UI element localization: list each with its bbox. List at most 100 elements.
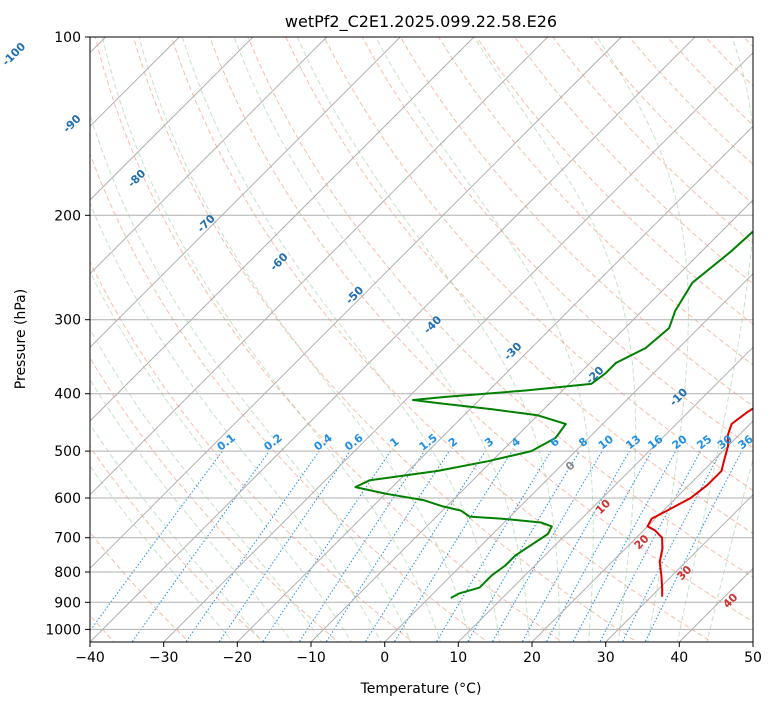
- mixing-ratio-line: [325, 450, 450, 642]
- dry-adiabat-line: [323, 37, 753, 491]
- mixing-ratio-label: 4: [509, 435, 523, 450]
- mixing-ratio-line: [466, 450, 580, 642]
- dry-adiabat-line: [743, 37, 753, 48]
- dry-adiabat-label: -100: [0, 40, 28, 69]
- y-tick-label: 400: [54, 387, 81, 403]
- isotherm-line: [90, 37, 696, 642]
- y-tick-label: 100: [54, 30, 81, 46]
- moist-adiabat-line: [676, 37, 753, 642]
- temperature-line: [646, 407, 753, 597]
- dry-adiabat-label: -90: [60, 112, 83, 135]
- dewpoint-line: [354, 230, 753, 599]
- x-tick-label: 20: [523, 650, 541, 666]
- dry-adiabat-label: -30: [501, 339, 524, 362]
- grid-lines: [90, 37, 753, 642]
- y-tick-label: 600: [54, 491, 81, 507]
- mixing-ratio-label: 0.4: [311, 431, 335, 453]
- isotherm-line: [605, 493, 753, 642]
- mixing-ratio-line: [131, 450, 270, 642]
- mixing-ratio-line: [90, 450, 223, 632]
- mixing-ratio-label: 0.1: [215, 431, 238, 453]
- isotherm-line: [678, 567, 753, 642]
- line-labels: 0.1 0.2 0.4 0.6 1 1.5 2 3 4 6 8 10 13 16 20 25 30 36-100-…: [0, 40, 756, 611]
- y-tick-label: 800: [54, 565, 81, 581]
- dry-adiabat-line: [90, 356, 339, 642]
- y-tick-label: 700: [54, 531, 81, 547]
- dry-adiabat-line: [704, 37, 753, 87]
- moist-adiabat-line: [233, 37, 530, 642]
- moist-adiabat-label: 10: [593, 497, 613, 517]
- isotherm-line: [752, 641, 753, 642]
- mixing-ratio-line: [491, 450, 603, 642]
- isotherm-line: [90, 37, 622, 570]
- mixing-ratio-label: 30: [715, 432, 735, 452]
- x-tick-label: −10: [296, 650, 326, 666]
- moist-adiabat-line: [90, 465, 234, 642]
- y-tick-label: 1000: [45, 622, 81, 638]
- moist-adiabat-line: [90, 378, 293, 642]
- dry-adiabat-line: [361, 37, 753, 449]
- x-axis: −40 −30 −20 −10 0 10 20 30 40 50: [75, 642, 762, 666]
- mixing-ratio-line: [599, 450, 701, 642]
- mixing-ratio-line: [218, 450, 351, 642]
- isotherm-line: [457, 346, 753, 642]
- y-axis-label: Pressure (hPa): [13, 289, 29, 389]
- mixing-ratio-label: 10: [596, 432, 616, 452]
- dry-adiabat-line: [171, 37, 713, 642]
- moist-adiabat-label: 30: [674, 563, 694, 583]
- moist-adiabat-line: [706, 457, 753, 642]
- x-tick-label: −40: [75, 650, 105, 666]
- dry-adiabat-line: [476, 37, 753, 325]
- moist-adiabat-line: [138, 37, 471, 642]
- x-tick-label: −30: [149, 650, 179, 666]
- mixing-ratio-line: [572, 450, 677, 642]
- mixing-ratio-label: 3: [482, 435, 496, 450]
- y-axis: 100 200 300 400 500 600 700 800 900 1000: [45, 30, 90, 638]
- mixing-ratio-label: 25: [694, 433, 714, 453]
- y-tick-label: 300: [54, 313, 81, 329]
- mixing-ratio-label: 1.5: [417, 431, 440, 453]
- isotherm-line: [90, 37, 549, 496]
- y-tick-label: 900: [54, 595, 81, 611]
- mixing-ratio-line: [185, 450, 320, 642]
- dry-adiabat-label: -80: [125, 167, 148, 190]
- isotherm-line: [90, 37, 475, 422]
- mixing-ratio-line: [644, 450, 743, 642]
- dry-adiabat-label: -10: [667, 385, 690, 408]
- isotherm-line: [90, 37, 328, 275]
- dry-adiabat-line: [590, 37, 753, 205]
- moist-adiabat-line: [473, 37, 637, 642]
- mixing-ratio-label: 6: [548, 435, 562, 450]
- mixing-ratio-label: 16: [645, 432, 665, 452]
- moist-adiabat-label: 40: [720, 590, 740, 610]
- dry-adiabat-line: [132, 37, 638, 642]
- moist-adiabat-line: [596, 37, 689, 642]
- mixing-ratio-line: [435, 450, 552, 642]
- isotherm-line: [531, 420, 753, 642]
- x-tick-label: 50: [744, 650, 762, 666]
- plot-frame: [89, 36, 754, 643]
- mixing-ratio-label: 13: [623, 433, 643, 453]
- dry-adiabat-line: [247, 37, 753, 578]
- x-tick-label: 30: [597, 650, 615, 666]
- isotherm-line: [310, 199, 753, 642]
- isotherm-line: [90, 37, 401, 349]
- mixing-ratio-label: 20: [670, 432, 690, 452]
- dry-adiabat-line: [285, 37, 753, 535]
- dry-adiabat-line: [90, 446, 265, 642]
- mixing-ratio-label: 1: [388, 435, 402, 450]
- mixing-ratio-line: [393, 450, 513, 642]
- x-axis-label: Temperature (°C): [360, 681, 482, 697]
- mixing-ratio-label: 0.6: [342, 431, 366, 453]
- moist-adiabat-line: [90, 423, 264, 642]
- dry-adiabat-line: [94, 37, 564, 642]
- background-lines: [90, 37, 753, 642]
- zero-isotherm-label: 0: [563, 458, 578, 473]
- dry-adiabat-line: [552, 37, 753, 245]
- y-tick-label: 200: [54, 208, 81, 224]
- moist-adiabat-label: 20: [632, 532, 652, 552]
- moist-adiabat-line: [101, 37, 441, 642]
- mixing-ratio-line: [298, 450, 425, 642]
- series-layer: [354, 230, 753, 599]
